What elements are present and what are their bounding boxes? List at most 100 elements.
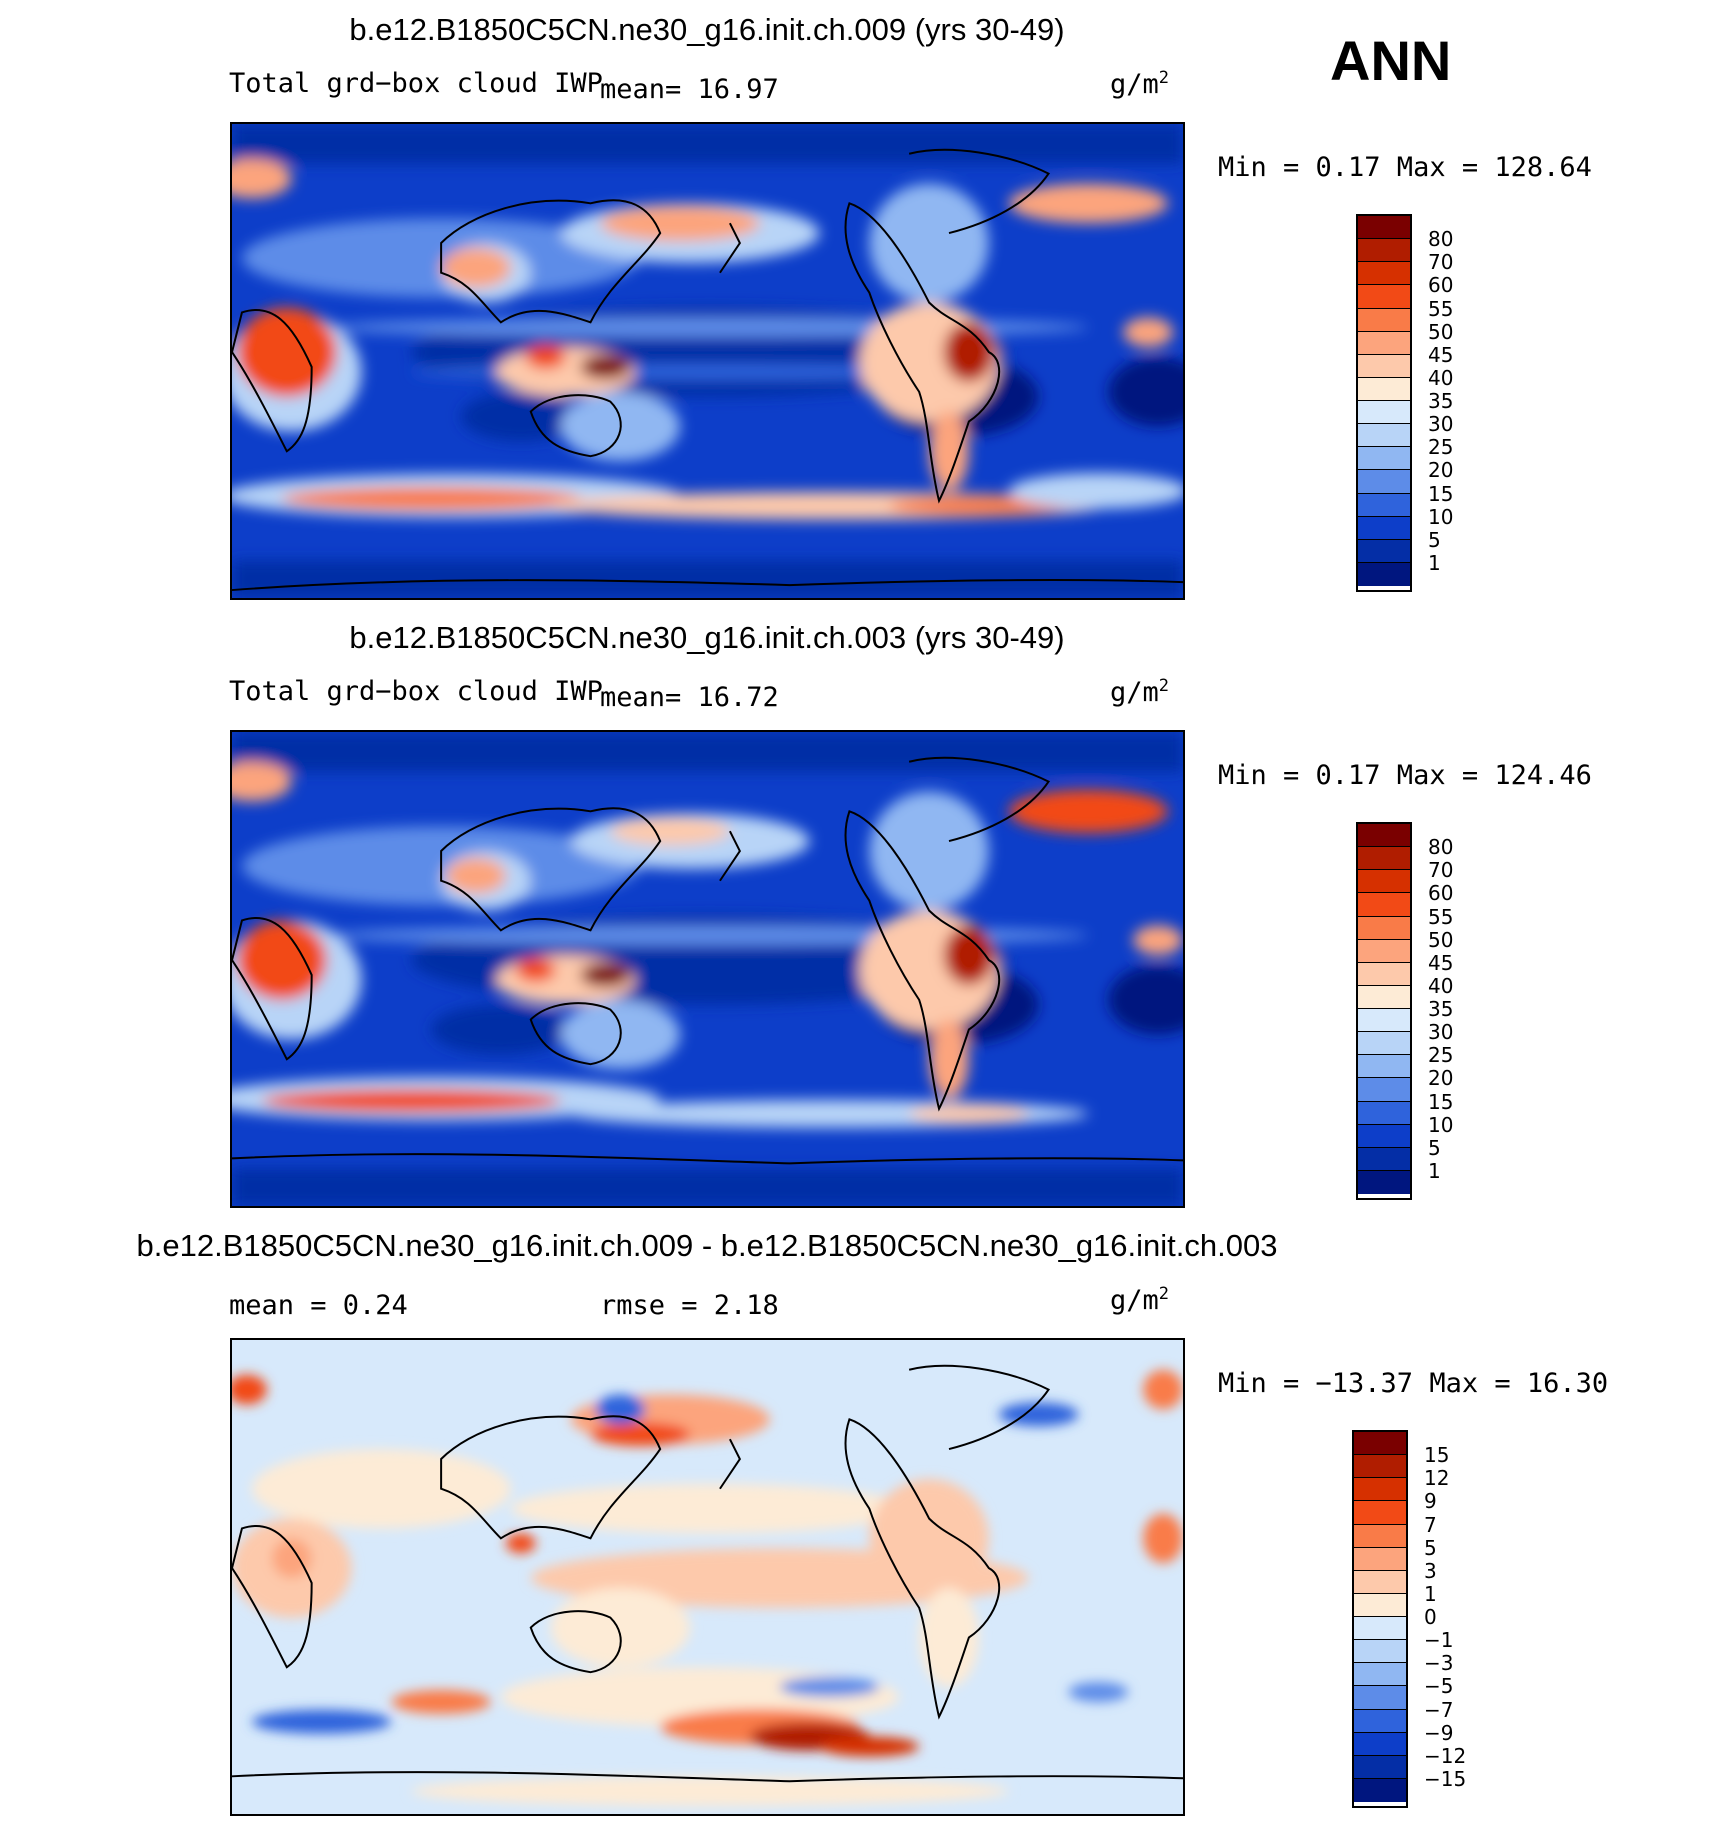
colorbar-segment <box>1358 470 1410 494</box>
colorbar-segment <box>1354 1709 1406 1733</box>
colorbar-tick-label: 70 <box>1428 858 1454 883</box>
colorbar-tick-label: 25 <box>1428 1043 1454 1068</box>
colorbar-tick-label: −5 <box>1424 1674 1454 1699</box>
colorbar-tick-label: 55 <box>1428 296 1454 321</box>
colorbar-segment <box>1358 962 1410 986</box>
colorbar-tick-label: 5 <box>1428 1135 1441 1160</box>
colorbar-segment <box>1358 285 1410 309</box>
colorbar-segment <box>1358 377 1410 401</box>
panel-3-map <box>230 1338 1185 1816</box>
colorbar-tick-label: 40 <box>1428 973 1454 998</box>
panel-1-map <box>230 122 1185 600</box>
colorbar-tick-label: −9 <box>1424 1720 1454 1745</box>
colorbar-tick-label: 60 <box>1428 273 1454 298</box>
panel-3-colorbar <box>1352 1430 1408 1808</box>
colorbar-segment <box>1354 1593 1406 1617</box>
panel-2-colorbar <box>1356 822 1412 1200</box>
colorbar-segment <box>1358 1124 1410 1148</box>
colorbar-tick-label: 3 <box>1424 1558 1437 1583</box>
colorbar-segment <box>1358 1101 1410 1125</box>
colorbar-segment <box>1354 1663 1406 1687</box>
colorbar-segment <box>1354 1640 1406 1664</box>
colorbar-segment <box>1358 893 1410 917</box>
colorbar-segment <box>1354 1570 1406 1594</box>
colorbar-tick-label: 80 <box>1428 227 1454 252</box>
panel-3-rmse: rmse = 2.18 <box>600 1290 779 1321</box>
colorbar-segment <box>1358 239 1410 263</box>
colorbar-tick-label: 1 <box>1428 1158 1441 1183</box>
colorbar-tick-label: 25 <box>1428 435 1454 460</box>
colorbar-tick-label: −12 <box>1424 1743 1467 1768</box>
colorbar-tick-label: 40 <box>1428 365 1454 390</box>
colorbar-segment <box>1358 824 1410 848</box>
colorbar-segment <box>1354 1432 1406 1456</box>
colorbar-segment <box>1354 1732 1406 1756</box>
colorbar-segment <box>1358 447 1410 471</box>
colorbar-tick-label: 5 <box>1428 527 1441 552</box>
colorbar-segment <box>1354 1501 1406 1525</box>
panel-1-variable-label: Total grd−box cloud IWP <box>229 68 603 99</box>
colorbar-segment <box>1358 401 1410 425</box>
colorbar-segment <box>1358 216 1410 240</box>
colorbar-segment <box>1358 985 1410 1009</box>
colorbar-segment <box>1358 1147 1410 1171</box>
colorbar-tick-label: 45 <box>1428 950 1454 975</box>
panel-2-min-max: Min = 0.17 Max = 124.46 <box>1218 760 1592 791</box>
colorbar-segment <box>1358 539 1410 563</box>
colorbar-segment <box>1358 1170 1410 1194</box>
colorbar-tick-label: 30 <box>1428 1020 1454 1045</box>
colorbar-tick-label: 7 <box>1424 1512 1437 1537</box>
colorbar-segment <box>1354 1686 1406 1710</box>
panel-3-min-max: Min = −13.37 Max = 16.30 <box>1218 1368 1609 1399</box>
colorbar-segment <box>1354 1455 1406 1479</box>
colorbar-tick-label: 30 <box>1428 412 1454 437</box>
colorbar-segment <box>1354 1478 1406 1502</box>
colorbar-tick-label: 60 <box>1428 881 1454 906</box>
colorbar-segment <box>1358 1078 1410 1102</box>
panel-1-min-max: Min = 0.17 Max = 128.64 <box>1218 152 1592 183</box>
panel-3-title: b.e12.B1850C5CN.ne30_g16.init.ch.009 - b… <box>136 1228 1278 1263</box>
panel-2-units: g/m2 <box>1110 676 1170 708</box>
colorbar-tick-label: 50 <box>1428 927 1454 952</box>
colorbar-tick-label: −1 <box>1424 1628 1454 1653</box>
colorbar-tick-label: 15 <box>1428 1089 1454 1114</box>
colorbar-segment <box>1358 331 1410 355</box>
colorbar-tick-label: 10 <box>1428 1112 1454 1137</box>
colorbar-segment <box>1358 847 1410 871</box>
colorbar-segment <box>1358 262 1410 286</box>
colorbar-segment <box>1358 308 1410 332</box>
colorbar-segment <box>1358 939 1410 963</box>
panel-1-title: b.e12.B1850C5CN.ne30_g16.init.ch.009 (yr… <box>349 12 1065 47</box>
colorbar-segment <box>1358 493 1410 517</box>
colorbar-segment <box>1354 1617 1406 1641</box>
colorbar-tick-label: 20 <box>1428 458 1454 483</box>
panel-3-units: g/m2 <box>1110 1284 1170 1316</box>
colorbar-tick-label: 15 <box>1424 1443 1450 1468</box>
colorbar-tick-label: 55 <box>1428 904 1454 929</box>
panel-1-colorbar <box>1356 214 1412 592</box>
colorbar-tick-label: −7 <box>1424 1697 1454 1722</box>
colorbar-tick-label: 1 <box>1428 550 1441 575</box>
colorbar-segment <box>1358 562 1410 586</box>
colorbar-tick-label: 0 <box>1424 1605 1437 1629</box>
colorbar-tick-label: 35 <box>1428 389 1454 413</box>
colorbar-segment <box>1358 516 1410 540</box>
colorbar-segment <box>1354 1755 1406 1779</box>
colorbar-tick-label: 9 <box>1424 1489 1437 1514</box>
panel-3-mean: mean = 0.24 <box>229 1290 408 1321</box>
colorbar-segment <box>1358 424 1410 448</box>
panel-2-mean: mean= 16.72 <box>600 682 779 713</box>
colorbar-tick-label: 15 <box>1428 481 1454 506</box>
colorbar-segment <box>1354 1524 1406 1548</box>
colorbar-tick-label: 12 <box>1424 1466 1450 1491</box>
colorbar-tick-label: 35 <box>1428 997 1454 1021</box>
colorbar-segment <box>1358 1032 1410 1056</box>
colorbar-segment <box>1354 1547 1406 1571</box>
colorbar-tick-label: −15 <box>1424 1766 1467 1791</box>
panel-2-variable-label: Total grd−box cloud IWP <box>229 676 603 707</box>
colorbar-segment <box>1358 1009 1410 1033</box>
colorbar-tick-label: −3 <box>1424 1651 1454 1676</box>
season-label: ANN <box>1330 29 1452 92</box>
panel-2-map <box>230 730 1185 1208</box>
colorbar-segment <box>1358 1055 1410 1079</box>
